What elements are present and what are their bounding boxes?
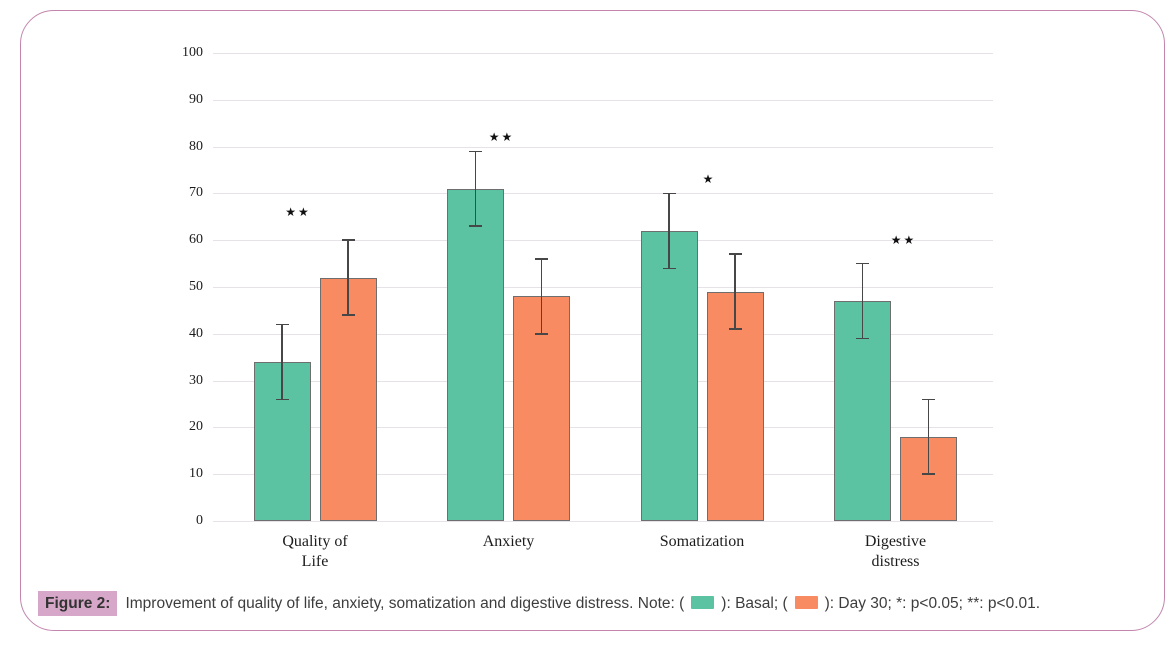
figure-caption: Figure 2: Improvement of quality of life,… xyxy=(38,589,1148,618)
y-axis-tick-label: 70 xyxy=(189,185,203,201)
y-axis-tick-label: 40 xyxy=(189,325,203,341)
legend-swatch-basal xyxy=(691,596,715,609)
bar-day30-1 xyxy=(319,277,377,521)
error-bar-cap xyxy=(535,333,548,335)
error-bar-cap xyxy=(469,150,482,153)
y-gridline xyxy=(213,521,993,522)
y-gridline xyxy=(213,333,993,335)
error-bar xyxy=(474,151,477,227)
significance-stars: ★★ xyxy=(285,205,311,220)
error-bar-cap xyxy=(856,337,869,340)
y-gridline xyxy=(213,146,993,148)
y-gridline xyxy=(213,427,993,429)
x-axis-category-label: Digestive distress xyxy=(811,532,981,572)
x-axis-category-label: Anxiety xyxy=(424,532,594,552)
bar-basal-3 xyxy=(640,230,698,521)
y-axis-tick-label: 10 xyxy=(189,466,203,482)
y-gridline xyxy=(213,287,993,288)
error-bar-cap xyxy=(856,262,869,265)
y-axis-tick-label: 80 xyxy=(189,138,203,154)
legend-swatch-day30 xyxy=(794,596,818,609)
error-bar-cap xyxy=(728,328,742,330)
caption-text-3: ): Day 30; *: p<0.05; **: p<0.01. xyxy=(824,595,1041,612)
y-axis-tick-label: 20 xyxy=(189,419,203,435)
bar-day30-3 xyxy=(706,291,764,521)
error-bar-cap xyxy=(662,267,676,270)
y-axis-tick-label: 60 xyxy=(189,232,203,248)
category-label-line: Somatization xyxy=(659,533,745,550)
figure-label: Figure 2: xyxy=(38,591,118,616)
y-axis-tick-label: 90 xyxy=(189,91,203,107)
significance-stars: ★★ xyxy=(488,130,515,145)
category-label-line: distress xyxy=(871,553,920,570)
error-bar-cap xyxy=(922,473,935,475)
category-label-line: Digestive xyxy=(864,533,927,550)
error-bar-cap xyxy=(341,239,355,241)
error-bar xyxy=(281,324,283,400)
y-gridline xyxy=(213,380,993,382)
error-bar-cap xyxy=(535,258,548,260)
bar-day30-4 xyxy=(900,436,957,521)
y-gridline xyxy=(213,53,993,54)
y-axis-tick-label: 50 xyxy=(189,279,203,294)
error-bar xyxy=(927,399,930,475)
bar-basal-2 xyxy=(447,188,504,521)
y-gridline xyxy=(213,193,993,195)
y-gridline xyxy=(213,474,993,476)
category-label-line: Quality of xyxy=(282,533,348,550)
error-bar-cap xyxy=(341,314,355,316)
error-bar-cap xyxy=(728,253,742,255)
error-bar xyxy=(347,240,349,316)
error-bar-cap xyxy=(469,225,482,227)
y-axis-tick-label: 0 xyxy=(196,513,203,528)
significance-stars: ★★ xyxy=(890,233,917,248)
error-bar xyxy=(734,254,736,330)
error-bar xyxy=(668,193,670,269)
significance-stars: ★ xyxy=(702,172,716,187)
figure-frame-border xyxy=(20,10,1165,631)
category-label-line: Anxiety xyxy=(482,533,535,550)
y-axis-tick-label: 100 xyxy=(182,45,203,60)
error-bar-cap xyxy=(922,398,935,401)
caption-text-1: Improvement of quality of life, anxiety,… xyxy=(125,595,685,612)
x-axis-category-label: Quality of Life xyxy=(230,532,400,572)
error-bar xyxy=(861,263,864,339)
error-bar-cap xyxy=(275,398,289,401)
y-gridline xyxy=(213,240,993,242)
y-axis-tick-label: 30 xyxy=(189,372,203,388)
caption-text-2: ): Basal; ( xyxy=(721,595,788,612)
category-label-line: Life xyxy=(301,553,329,570)
error-bar-cap xyxy=(662,192,676,195)
y-gridline xyxy=(213,99,993,101)
error-bar-cap xyxy=(275,323,289,326)
error-bar xyxy=(540,258,543,334)
x-axis-category-label: Somatization xyxy=(617,532,787,552)
